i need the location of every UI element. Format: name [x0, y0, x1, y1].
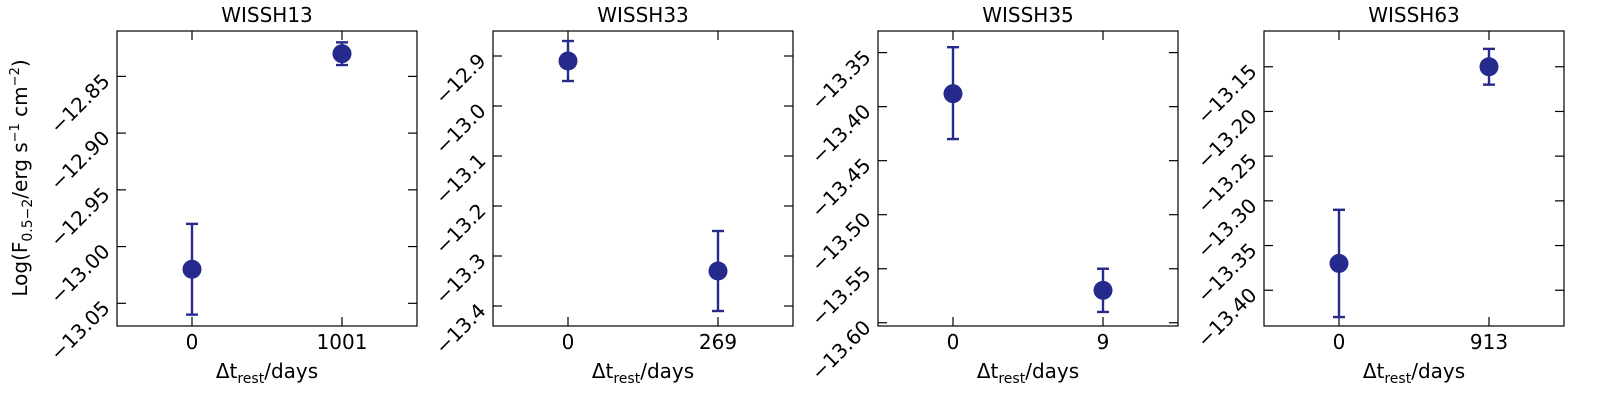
x-tick-label: 913 [1470, 330, 1508, 354]
data-point [708, 261, 728, 281]
data-point [1093, 280, 1113, 300]
y-tick-label: −12.95 [45, 182, 114, 251]
panel-wissh63: WISSH63−13.15−13.20−13.25−13.30−13.35−13… [1192, 3, 1565, 387]
x-tick-label: 0 [1333, 330, 1346, 354]
plot-frame [492, 30, 794, 327]
x-tick-label: 0 [562, 330, 575, 354]
y-tick-label: −13.50 [806, 207, 875, 276]
x-tick-label: 0 [947, 330, 960, 354]
x-tick-label: 9 [1097, 330, 1110, 354]
data-point [1329, 253, 1349, 273]
y-tick-label: −13.35 [806, 45, 875, 114]
panel-title: WISSH13 [221, 3, 313, 27]
y-tick-label: −13.4 [430, 299, 490, 359]
y-tick-label: −13.05 [45, 296, 114, 365]
x-tick-label: 269 [699, 330, 737, 354]
plot-frame [877, 30, 1179, 327]
panel-title: WISSH35 [982, 3, 1074, 27]
y-tick-label: −13.60 [806, 315, 875, 384]
y-tick-label: −12.90 [45, 126, 114, 195]
x-tick-label: 0 [186, 330, 199, 354]
y-tick-label: −13.2 [430, 199, 490, 259]
x-axis-label: Δtrest/days [1363, 359, 1465, 387]
y-axis-label: Log(F0.5−2/erg s−1 cm−2) [8, 59, 36, 296]
panel-wissh33: WISSH33 −12.9−13.0−13.1−13.2−13.3−13.4 0 26… [430, 3, 794, 387]
data-point [943, 84, 963, 104]
panels: WISSH13−12.85−12.90−12.95−13.00−13.05 0 10… [45, 3, 1565, 387]
data-point [332, 44, 352, 64]
data-point [558, 51, 578, 71]
plot-frame [1263, 30, 1565, 327]
panel-title: WISSH33 [597, 3, 689, 27]
y-tick-label: −13.55 [806, 261, 875, 330]
y-tick-label: −12.9 [430, 49, 490, 109]
y-tick-label: −13.45 [806, 153, 875, 222]
panel-wissh35: WISSH35 −13.35−13.40−13.45−13.50−13.55−13… [806, 3, 1179, 387]
panel-wissh13: WISSH13 −12.85−12.90−12.95−13.00−13.05 0 10… [45, 3, 418, 387]
x-axis-label: Δtrest/days [592, 359, 694, 387]
y-tick-label: −13.3 [430, 249, 490, 309]
y-tick-label: −13.40 [806, 99, 875, 168]
y-tick-label: −13.0 [430, 99, 490, 159]
x-axis-label: Δtrest/days [216, 359, 318, 387]
plot-frame [116, 30, 418, 327]
data-point [182, 259, 202, 279]
y-tick-label: −12.85 [45, 69, 114, 138]
x-axis-label: Δtrest/days [977, 359, 1079, 387]
y-tick-label: −13.00 [45, 239, 114, 308]
x-tick-label: 1001 [317, 330, 368, 354]
panel-title: WISSH63 [1368, 3, 1460, 27]
y-tick-label: −13.1 [430, 149, 490, 209]
data-point [1479, 57, 1499, 77]
